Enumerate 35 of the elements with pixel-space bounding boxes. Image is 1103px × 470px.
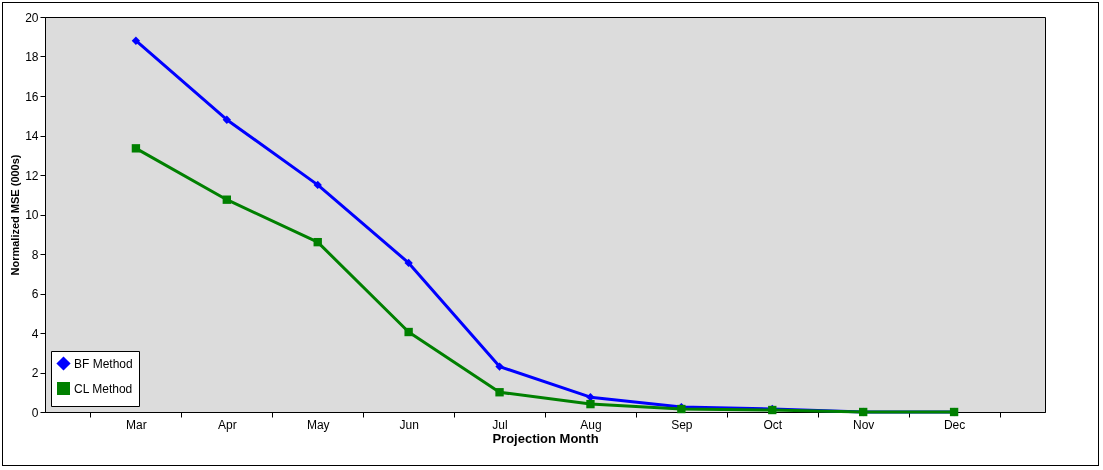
y-tick-label: 0	[31, 405, 39, 420]
x-tick-label: Oct	[763, 417, 783, 432]
y-tick-label: 14	[25, 129, 39, 143]
y-tick-label: 20	[25, 10, 39, 25]
y-tick-label: 12	[25, 168, 39, 183]
y-tick-label: 6	[31, 287, 39, 301]
point	[131, 36, 141, 45]
point	[586, 399, 595, 409]
x-tick-label: Dec	[943, 417, 966, 432]
x-tick-label: Mar	[126, 417, 147, 432]
point	[313, 237, 322, 247]
x-tick-label: Jul	[492, 417, 508, 432]
y-axis-title: Normalized MSE (000s)	[9, 154, 22, 276]
legend-label: BF Method	[74, 356, 133, 371]
x-tick-label: Sep	[671, 417, 693, 432]
x-tick-label: May	[306, 417, 330, 432]
point	[313, 180, 322, 190]
point	[495, 388, 504, 397]
x-tick-label: Jun	[399, 417, 419, 432]
point	[404, 258, 413, 268]
point	[131, 144, 141, 153]
x-tick-label: Apr	[217, 417, 237, 432]
legend-label: CL Method	[74, 381, 133, 396]
point	[222, 115, 231, 124]
point	[222, 195, 231, 204]
y-tick-label: 2	[31, 366, 39, 380]
y-tick-label: 10	[25, 208, 39, 222]
y-tick-label: 8	[31, 247, 39, 262]
y-tick-label: 18	[25, 50, 39, 64]
x-tick-label: Nov	[853, 417, 875, 432]
point	[495, 362, 504, 371]
point	[404, 327, 413, 337]
y-tick-label: 4	[31, 326, 39, 341]
y-tick-label: 16	[25, 89, 39, 104]
x-tick-label: Aug	[580, 417, 602, 432]
